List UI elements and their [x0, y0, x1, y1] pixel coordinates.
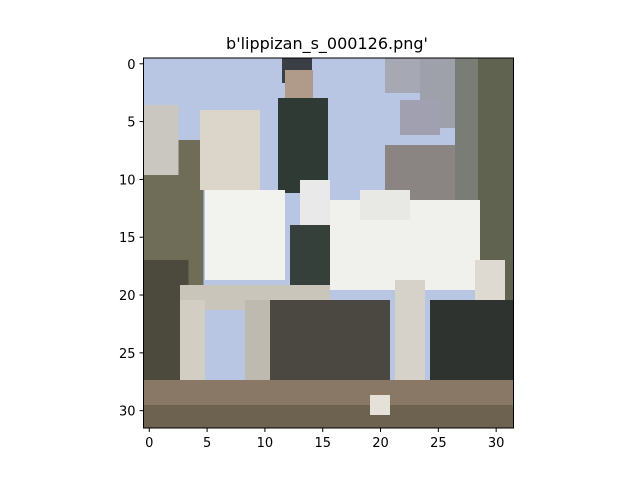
- x-tick-label: 30: [488, 436, 505, 451]
- y-tick-label: 15: [119, 231, 136, 246]
- rider-face: [285, 70, 313, 100]
- y-tick-label: 25: [119, 347, 136, 362]
- x-tick-label: 20: [372, 436, 389, 451]
- y-tick-label: 30: [119, 405, 136, 420]
- x-tick-label: 10: [257, 436, 274, 451]
- tree-region: [400, 100, 440, 135]
- y-axis: 0 5 10 15 20 25 30: [119, 58, 144, 420]
- hoof: [370, 395, 390, 415]
- shadow-region: [270, 300, 390, 390]
- x-tick-label: 25: [430, 436, 447, 451]
- horse-head: [200, 110, 260, 190]
- shadow-region: [430, 300, 513, 390]
- horse-leg: [180, 300, 205, 390]
- rider-leg: [290, 225, 330, 285]
- foliage-left: [143, 105, 179, 175]
- rider-body: [278, 98, 328, 193]
- axes-frame: [143, 57, 514, 429]
- x-tick-label: 5: [203, 436, 211, 451]
- figure-title: b'lippizan_s_000126.png': [226, 34, 428, 54]
- rider-shirt: [300, 180, 330, 230]
- x-tick-label: 0: [145, 436, 153, 451]
- y-tick-label: 10: [119, 173, 136, 188]
- y-tick-label: 0: [127, 58, 135, 73]
- image: [143, 58, 514, 428]
- x-tick-label: 15: [314, 436, 331, 451]
- horse-back: [360, 190, 410, 220]
- y-tick-label: 5: [127, 116, 135, 131]
- horse-neck: [205, 190, 285, 280]
- y-tick-label: 20: [119, 289, 136, 304]
- ground: [143, 405, 514, 428]
- x-axis: 0 5 10 15 20 25 30: [145, 428, 504, 451]
